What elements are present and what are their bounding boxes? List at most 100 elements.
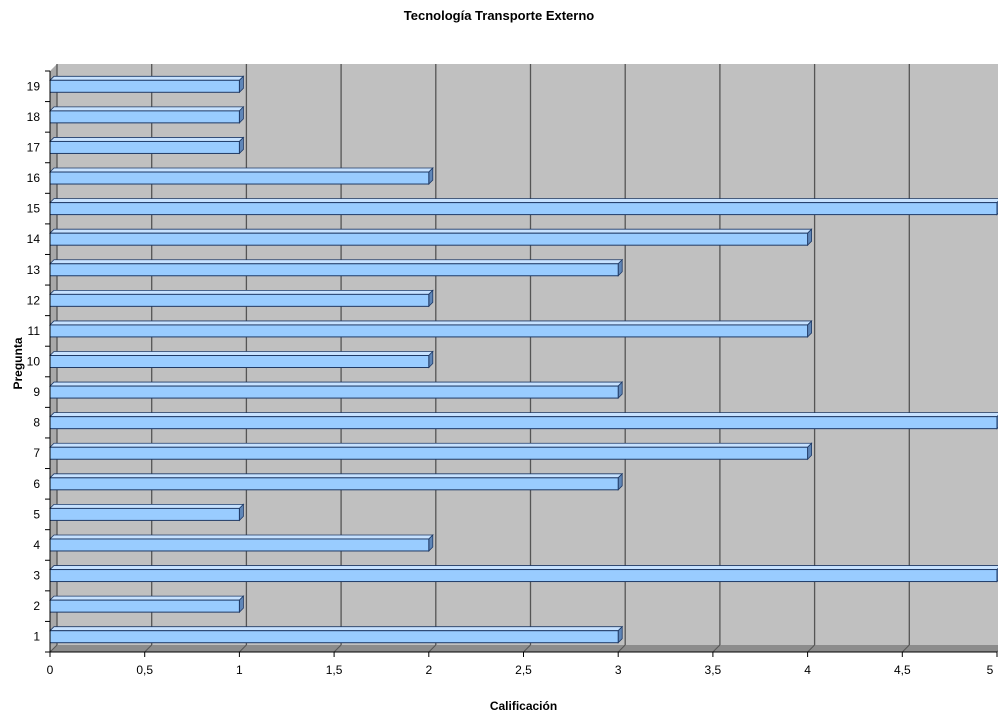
- x-tick-label: 0,5: [136, 663, 153, 677]
- bar-top: [49, 351, 434, 356]
- bar: [49, 136, 245, 155]
- y-tick-label: 17: [27, 140, 41, 154]
- bar: [49, 319, 813, 338]
- bar: [49, 625, 624, 644]
- y-tick-label: 12: [27, 293, 41, 307]
- bar-face: [49, 202, 998, 216]
- bar-top: [49, 442, 813, 448]
- bar-face: [49, 569, 998, 583]
- gridline-floor: [807, 644, 815, 653]
- bars: [49, 75, 998, 644]
- bar-top: [49, 289, 434, 295]
- bar-face: [49, 79, 240, 93]
- gridline-floor: [428, 644, 437, 653]
- bar: [49, 595, 245, 614]
- gridline-floor: [712, 644, 721, 653]
- gridline-floor: [523, 644, 531, 653]
- y-tick-label: 2: [33, 599, 40, 613]
- y-tick-label: 14: [27, 232, 41, 246]
- x-tick-label: 4: [804, 663, 811, 677]
- bar-face: [49, 477, 619, 491]
- x-tick-label: 3,5: [705, 663, 722, 677]
- gridline-floor: [49, 644, 58, 653]
- bar-face: [49, 110, 240, 124]
- bar-face: [49, 630, 619, 644]
- bar-top: [49, 167, 434, 173]
- bar-face: [49, 599, 240, 613]
- bar: [49, 472, 624, 491]
- bar-top: [49, 565, 998, 570]
- y-tick-label: 19: [27, 79, 41, 93]
- bar-face: [49, 507, 240, 521]
- bar-face: [49, 324, 809, 338]
- bar-face: [49, 140, 240, 154]
- bar: [49, 105, 245, 124]
- y-tick-label: 5: [33, 507, 40, 521]
- bar: [49, 534, 434, 552]
- bar: [49, 228, 813, 247]
- axes: [45, 70, 998, 657]
- bar-face: [49, 355, 430, 368]
- y-tick-label: 13: [27, 263, 41, 277]
- bar-top: [49, 412, 998, 418]
- bar-top: [49, 75, 245, 81]
- y-tick-label: 6: [33, 477, 40, 491]
- gridline-floor: [617, 644, 626, 653]
- x-tick-label: 3: [615, 663, 622, 677]
- bar-top: [49, 626, 624, 632]
- bar-face: [49, 293, 430, 307]
- bar-face: [49, 446, 809, 460]
- bar-face: [49, 232, 809, 246]
- y-tick-label: 10: [27, 355, 41, 369]
- bar: [49, 503, 245, 522]
- x-tick-label: 2,5: [515, 663, 532, 677]
- gridline-floor: [333, 644, 342, 653]
- bar-top: [49, 595, 245, 601]
- bar: [49, 442, 813, 461]
- x-tick-label: 1,5: [326, 663, 343, 677]
- bar-top: [49, 473, 624, 479]
- y-tick-label: 3: [33, 569, 40, 583]
- y-tick-label: 16: [27, 171, 41, 185]
- floor: [50, 645, 998, 652]
- gridline-floor: [239, 644, 247, 653]
- y-axis-title: Pregunta: [11, 337, 25, 389]
- bar-top: [49, 381, 624, 387]
- bar: [49, 350, 434, 369]
- y-tick-label: 7: [33, 446, 40, 460]
- bar: [49, 75, 245, 94]
- bar-face: [49, 171, 430, 185]
- tick-labels: 0 0,5 1 1,5 2 2,5 3 3,5 4 4,5 51234567891011121314…: [27, 79, 994, 677]
- bar-face: [49, 416, 998, 430]
- gridline-floor: [901, 644, 910, 653]
- bar-top: [49, 503, 245, 509]
- bar-top: [49, 106, 245, 112]
- bar-face: [49, 538, 430, 552]
- bar: [49, 198, 998, 216]
- y-tick-label: 1: [33, 630, 40, 644]
- x-tick-label: 5: [987, 663, 994, 677]
- y-tick-label: 4: [33, 538, 40, 552]
- bar: [49, 412, 998, 430]
- y-tick-label: 15: [27, 202, 41, 216]
- bar: [49, 289, 434, 308]
- bar-top: [49, 137, 245, 142]
- y-tick-label: 18: [27, 110, 41, 124]
- bar: [49, 167, 434, 185]
- bar-face: [49, 385, 619, 399]
- gridline-floor: [144, 644, 153, 653]
- bar-face: [49, 263, 619, 277]
- bar-top: [49, 228, 813, 234]
- x-tick-label: 2: [425, 663, 432, 677]
- y-tick-label: 8: [33, 416, 40, 430]
- bar-top: [49, 534, 434, 540]
- y-tick-label: 11: [28, 324, 41, 338]
- bar-top: [49, 259, 624, 265]
- x-tick-label: 1: [236, 663, 243, 677]
- bar-top: [49, 320, 813, 326]
- y-tick-label: 9: [33, 385, 40, 399]
- bar: [49, 565, 998, 583]
- bar-top: [49, 198, 998, 204]
- bar: [49, 258, 624, 277]
